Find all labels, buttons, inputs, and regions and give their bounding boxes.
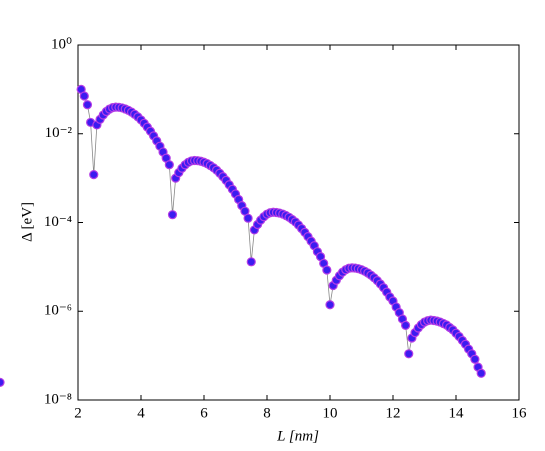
x-tick-label: 4	[137, 405, 145, 421]
y-tick-label: 10⁰	[51, 36, 72, 52]
data-point	[167, 210, 178, 220]
x-tick-label: 16	[512, 405, 528, 421]
y-tick-label: 10⁻²	[45, 125, 73, 141]
x-tick-label: 14	[449, 405, 465, 421]
x-tick-label: 6	[200, 405, 208, 421]
data-point	[243, 213, 253, 223]
y-tick-label: 10⁻⁸	[44, 391, 72, 407]
data-point	[322, 265, 332, 275]
data-point	[246, 257, 256, 267]
data-point	[476, 368, 486, 378]
x-tick-label: 8	[263, 405, 271, 421]
x-tick-label: 12	[386, 405, 401, 421]
x-tick-label: 2	[74, 405, 82, 421]
data-point	[82, 100, 93, 110]
data-point	[401, 320, 411, 330]
data-point	[404, 349, 414, 359]
data-point	[89, 170, 99, 180]
x-axis-label: L [nm]	[276, 428, 319, 444]
data-point	[164, 160, 174, 170]
data-point	[0, 377, 5, 387]
data-point	[79, 91, 89, 101]
y-axis-label: Δ [eV]	[19, 202, 35, 242]
data-point	[470, 354, 480, 364]
y-tick-label: 10⁻⁶	[44, 303, 72, 319]
data-point	[325, 300, 335, 310]
x-tick-label: 10	[323, 405, 338, 421]
y-tick-label: 10⁻⁴	[44, 214, 72, 230]
